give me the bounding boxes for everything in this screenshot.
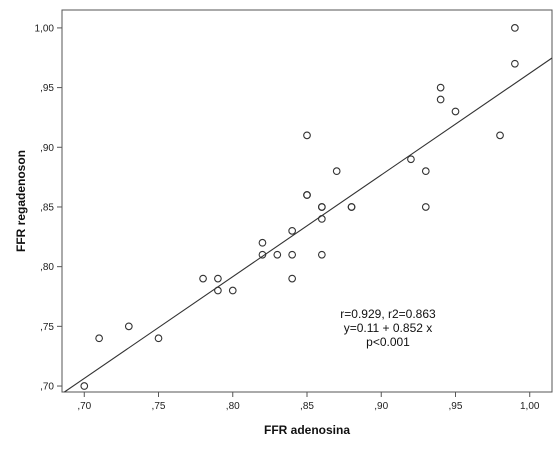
y-tick-label: ,90 — [40, 143, 54, 154]
data-point — [199, 274, 207, 283]
data-point — [332, 167, 341, 176]
data-point — [214, 274, 222, 283]
annotation-line-3: p<0.001 — [366, 335, 410, 349]
data-point — [303, 131, 311, 140]
data-point — [317, 250, 326, 259]
x-tick-label: ,85 — [300, 401, 314, 412]
y-tick-label: ,75 — [40, 322, 54, 333]
data-point — [421, 167, 430, 176]
fit-line-group — [64, 57, 553, 393]
data-point — [303, 191, 311, 199]
data-point — [124, 322, 133, 331]
y-tick-label: ,70 — [40, 382, 54, 393]
data-point — [95, 334, 103, 343]
annotation-line-2: y=0.11 + 0.852 x — [344, 321, 433, 335]
x-tick-label: ,75 — [152, 401, 166, 412]
y-tick-label: ,95 — [40, 83, 54, 94]
data-point — [154, 334, 163, 343]
data-point — [288, 274, 297, 283]
data-point — [80, 382, 89, 390]
x-tick-label: ,80 — [226, 401, 240, 412]
data-point — [347, 203, 356, 211]
annotation-line-1: r=0.929, r2=0.863 — [340, 307, 436, 321]
x-axis: ,70 ,75 ,80 ,85 ,90 ,95 1,00 — [77, 392, 540, 412]
plot-frame — [61, 9, 553, 393]
data-point — [421, 203, 430, 211]
data-point — [496, 131, 504, 140]
x-tick-label: 1,00 — [520, 401, 540, 412]
data-point — [511, 24, 519, 32]
data-point — [317, 203, 326, 211]
x-tick-label: ,90 — [374, 401, 388, 412]
data-point — [288, 250, 297, 259]
x-tick-label: ,70 — [77, 401, 91, 412]
data-point — [317, 215, 326, 223]
data-point — [214, 286, 222, 295]
data-point — [451, 107, 460, 116]
data-point — [436, 83, 445, 92]
data-points — [80, 24, 519, 390]
data-point — [228, 286, 237, 295]
data-point — [288, 226, 297, 235]
data-point — [511, 59, 519, 68]
fit-line — [64, 57, 553, 393]
y-tick-label: ,85 — [40, 202, 54, 213]
data-point — [273, 250, 282, 259]
data-point — [258, 238, 267, 247]
data-point — [258, 250, 267, 259]
x-axis-label: FFR adenosina — [264, 423, 350, 437]
x-tick-label: ,95 — [449, 401, 463, 412]
data-point — [407, 155, 415, 164]
y-axis: ,70 ,75 ,80 ,85 ,90 ,95 1,00 — [35, 23, 62, 393]
y-axis-label: FFR regadenoson — [14, 150, 28, 252]
y-tick-label: 1,00 — [35, 23, 55, 34]
y-tick-label: ,80 — [40, 262, 54, 273]
data-point — [436, 95, 445, 104]
